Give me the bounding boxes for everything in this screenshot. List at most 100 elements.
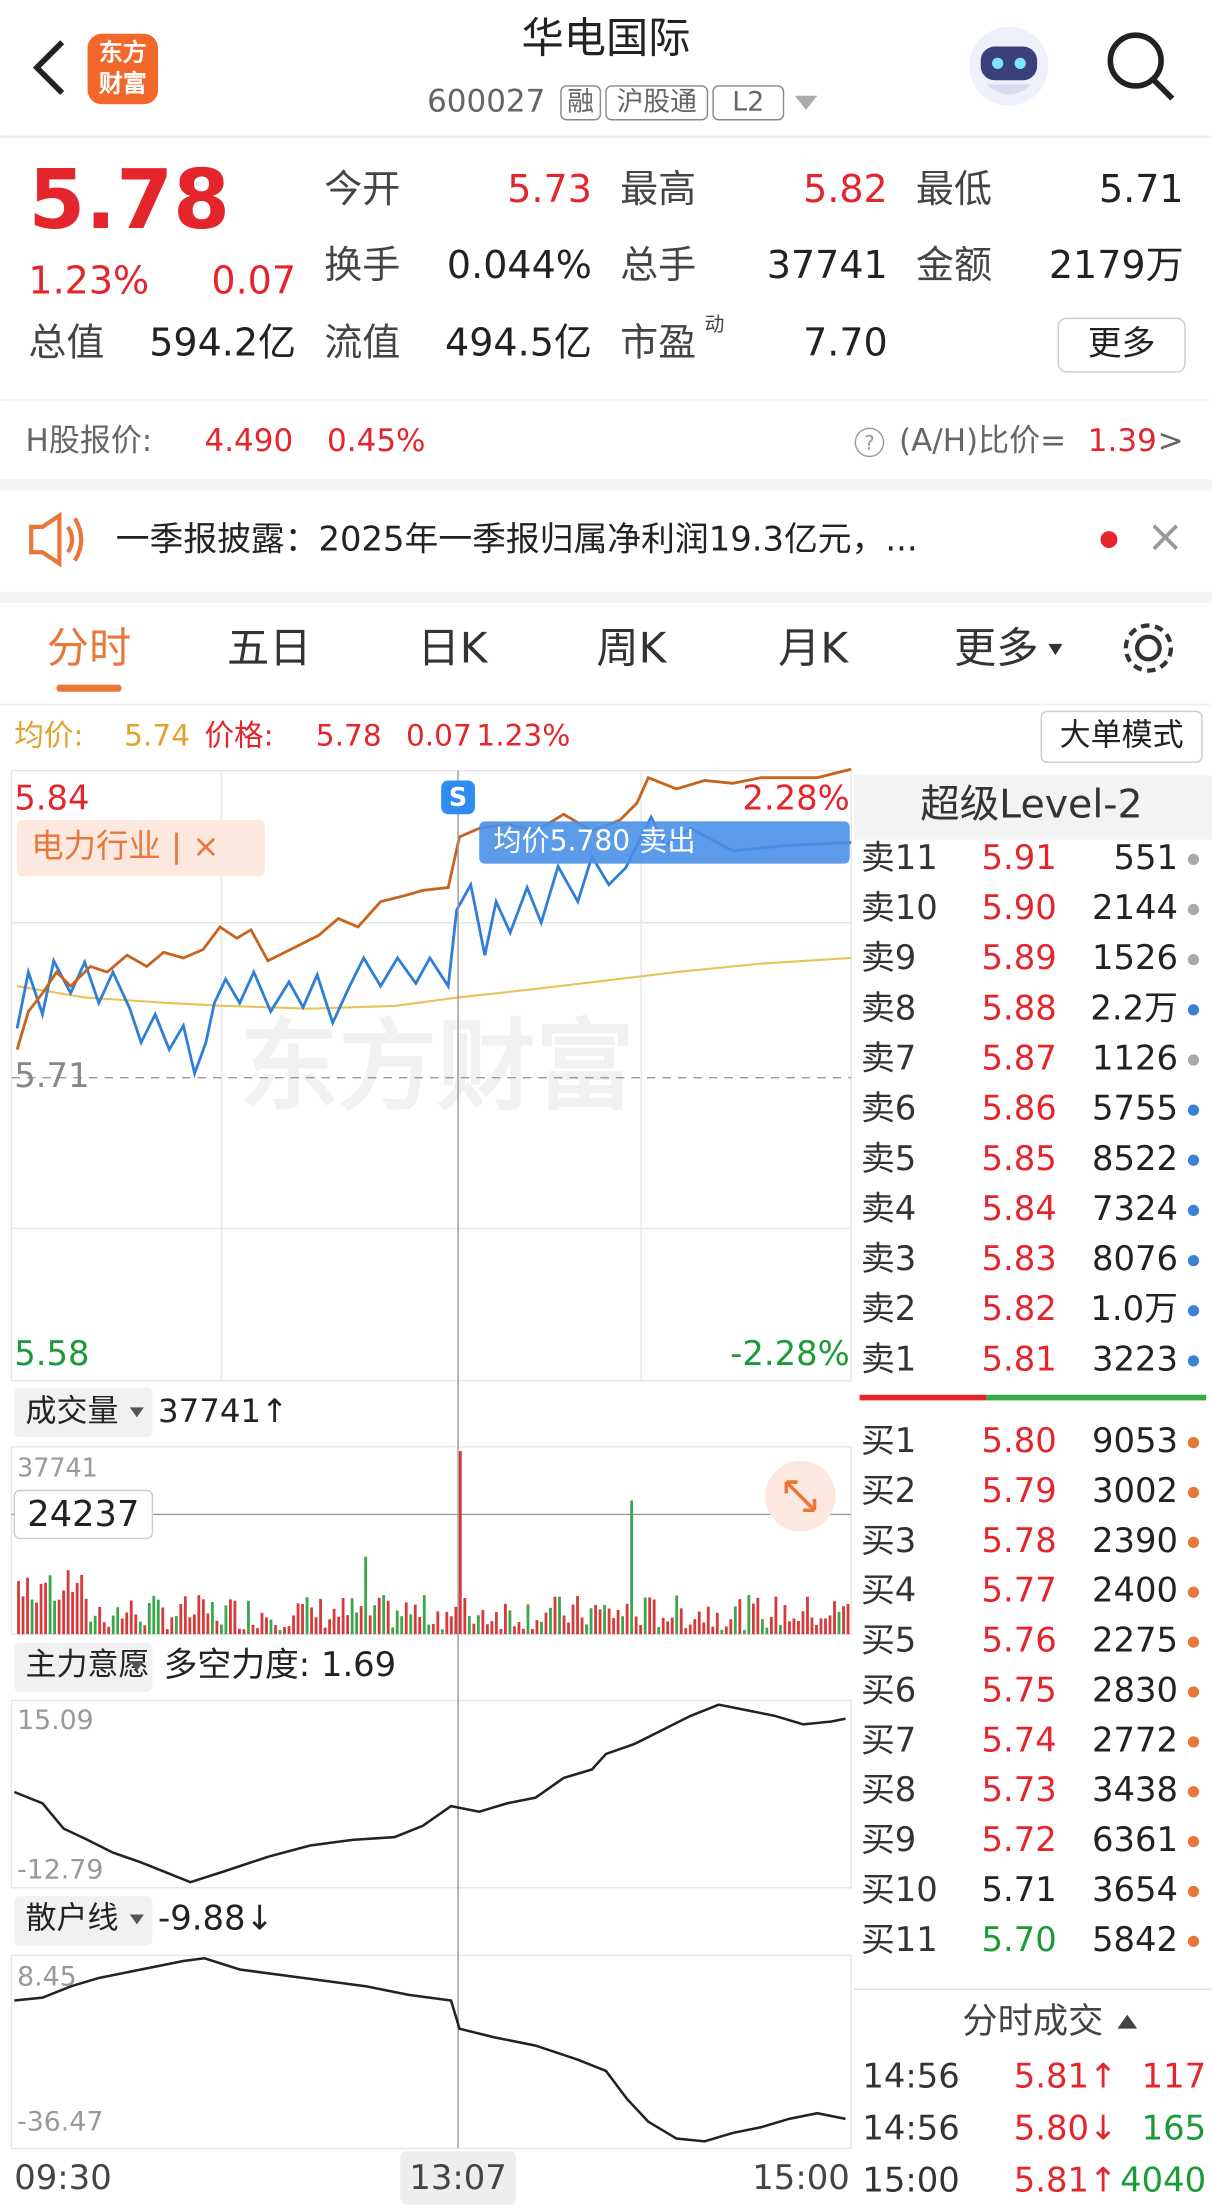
volume-bar-decor [161, 1607, 165, 1635]
avatar[interactable] [969, 26, 1049, 106]
order-label: 买11 [861, 1920, 938, 1959]
volume-bar-decor [319, 1598, 322, 1635]
volume-bar-decor [377, 1597, 381, 1635]
search-button[interactable] [1107, 32, 1175, 101]
retail-label: 散户线 [26, 1901, 119, 1937]
industry-tag[interactable] [17, 819, 266, 877]
order-dot [1187, 1004, 1200, 1016]
order-dot [1187, 1935, 1200, 1947]
trade-volume: 165 [1142, 2109, 1207, 2148]
mode-button[interactable] [1040, 710, 1203, 763]
tab[interactable]: 分时 [47, 623, 132, 672]
order-label: 卖4 [861, 1189, 916, 1228]
volume-bar-decor [634, 1616, 638, 1635]
stock-tag: L2 [732, 86, 764, 117]
volume-bar-decor [652, 1599, 656, 1635]
volume-bar-decor [219, 1624, 223, 1635]
stat-label: 金额 [916, 243, 992, 287]
tooltip-box [479, 821, 850, 864]
stat-label: 今开 [324, 167, 400, 211]
order-label: 买2 [861, 1471, 916, 1510]
trades-title[interactable]: 分时成交 [962, 2001, 1103, 2042]
order-dot [1187, 1536, 1200, 1548]
volume-bar-decor [684, 1628, 688, 1635]
tab[interactable]: 五日 [227, 623, 312, 672]
volume-bar-decor [607, 1608, 611, 1635]
volume-bar-decor [648, 1597, 652, 1635]
label-box[interactable] [14, 1387, 153, 1437]
stat-sup: 动 [705, 313, 725, 336]
volume-bar-decor [666, 1621, 670, 1635]
volume-bar-decor [513, 1626, 516, 1635]
high-pct: 2.28% [742, 779, 849, 818]
volume-bar-decor [467, 1616, 471, 1635]
order-price: 5.82 [982, 1289, 1057, 1328]
more-button-text[interactable]: 更多 [1088, 324, 1156, 363]
volume-label: 成交量 [26, 1394, 119, 1430]
volume-bar-decor [274, 1625, 277, 1635]
logo[interactable] [87, 33, 159, 105]
volume-bar-decor [449, 1616, 453, 1635]
volume-bar-decor [197, 1595, 201, 1635]
order-label: 买3 [861, 1521, 916, 1560]
ratio-value: 1.39 [1088, 423, 1157, 459]
label-box[interactable] [14, 1642, 153, 1692]
volume-bar-decor [499, 1629, 503, 1635]
industry-tag-text[interactable]: 电力行业 | × [31, 827, 219, 865]
volume-bar-decor [247, 1600, 250, 1635]
volume-bar-decor [156, 1599, 160, 1635]
tab[interactable]: 月K [778, 623, 849, 672]
hshare-label: H股报价: [26, 423, 153, 459]
volume-bar-decor [558, 1596, 561, 1635]
order-price: 5.91 [982, 838, 1057, 877]
tab[interactable]: 周K [596, 623, 667, 672]
notice-close[interactable]: × [1146, 510, 1184, 563]
dropdown-arrow[interactable] [794, 95, 818, 110]
tab[interactable]: 日K [417, 623, 488, 672]
expand-icon [784, 1480, 817, 1512]
mode-button-text[interactable]: 大单模式 [1060, 717, 1184, 753]
back-button[interactable] [32, 40, 65, 95]
volume-bar-decor [422, 1595, 426, 1635]
marker-box[interactable] [441, 780, 475, 815]
volume-bar-decor [643, 1597, 647, 1635]
stock-code: 600027 [427, 83, 545, 119]
volume-bar-decor [562, 1615, 566, 1635]
order-volume: 3654 [1092, 1870, 1178, 1909]
order-label: 卖10 [861, 888, 938, 927]
volume-bar-decor [751, 1603, 755, 1635]
level2-title[interactable]: 超级Level-2 [920, 782, 1142, 828]
trade-price: 5.81↑ [1014, 2056, 1118, 2095]
time-label: 15:00 [752, 2158, 849, 2197]
more-button[interactable] [1057, 317, 1186, 373]
change-pct: 1.23% [28, 259, 149, 303]
volume-bar-decor [120, 1618, 124, 1635]
order-dot [1187, 1355, 1200, 1367]
order-price: 5.76 [982, 1621, 1057, 1660]
notice-text[interactable]: 一季报披露：2025年一季报归属净利润19.3亿元，... [116, 519, 918, 558]
volume-bar-decor [391, 1627, 395, 1635]
order-volume: 9053 [1092, 1421, 1178, 1460]
tab[interactable]: 更多 [954, 623, 1039, 672]
volume-bar-decor [57, 1599, 61, 1635]
retail-line [14, 1956, 846, 2143]
volume-bar-decor [535, 1620, 539, 1635]
level2-title-box[interactable] [853, 774, 1212, 840]
settings-icon[interactable] [1123, 623, 1174, 673]
ratio-arrow[interactable]: > [1158, 423, 1184, 459]
order-price: 5.77 [982, 1571, 1057, 1610]
volume-bar-decor [540, 1621, 543, 1635]
volume-bar-decor [30, 1599, 34, 1635]
stock-tag: 沪股通 [617, 86, 697, 117]
volume-bar-decor [445, 1611, 449, 1635]
order-dot [1187, 853, 1200, 866]
volume-bar-decor [675, 1595, 679, 1635]
volume-bar-decor [238, 1628, 241, 1635]
volume-bar-decor [431, 1624, 435, 1635]
label-box[interactable] [14, 1896, 153, 1946]
order-price: 5.87 [982, 1038, 1057, 1077]
band [0, 478, 1212, 491]
order-price: 5.73 [982, 1770, 1057, 1809]
order-volume: 2390 [1092, 1521, 1178, 1560]
